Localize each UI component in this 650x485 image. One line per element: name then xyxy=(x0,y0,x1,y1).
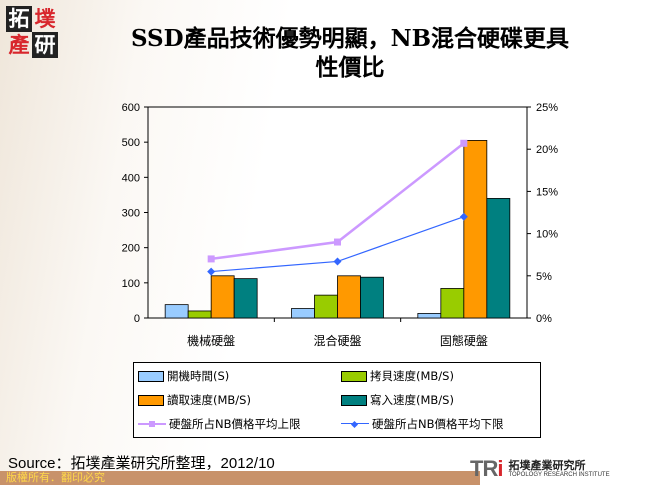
logo-char: 墣 xyxy=(34,7,56,31)
legend-swatch xyxy=(138,394,164,406)
bar xyxy=(164,304,189,319)
source-note: Source：拓墣產業研究所整理，2012/10 xyxy=(8,455,275,472)
legend-swatch xyxy=(341,394,367,406)
line-marker xyxy=(333,257,342,266)
x-category-label: 機械硬盤 xyxy=(187,333,235,348)
brand-en: TOPOLOGY RESEARCH INSTITUTE xyxy=(508,472,610,478)
line-marker xyxy=(459,212,468,221)
x-category-label: 固態硬盤 xyxy=(440,333,488,348)
logo-char: 研 xyxy=(32,32,58,58)
bar xyxy=(187,310,212,319)
bar xyxy=(360,276,384,319)
logo-char: 拓 xyxy=(6,6,32,32)
legend: 開機時間(S) 拷貝速度(MB/S) 讀取速度(MB/S) 寫入速度(MB/S)… xyxy=(133,362,541,438)
copyright: 版權所有．翻印必究 xyxy=(6,471,105,484)
y-left-tick-label: 0 xyxy=(134,313,140,325)
y-right-tick-label: 0% xyxy=(536,313,552,325)
y-left-tick-label: 500 xyxy=(122,137,140,149)
y-left-tick-label: 400 xyxy=(122,172,140,184)
page-title: SSD產品技術優勢明顯，NB混合硬碟更具 性價比 xyxy=(70,24,630,82)
footer-bar: 版權所有．翻印必究 xyxy=(0,471,480,485)
bar xyxy=(463,140,488,319)
y-right-tick-label: 10% xyxy=(536,229,558,241)
bar xyxy=(233,278,258,319)
legend-item: 讀取速度(MB/S) xyxy=(138,390,251,410)
bar xyxy=(440,288,465,319)
bar xyxy=(486,198,511,319)
legend-label: 硬盤所占NB價格平均下限 xyxy=(372,417,504,431)
y-left-tick-label: 100 xyxy=(122,278,140,290)
y-right-tick-label: 5% xyxy=(536,271,552,283)
y-left-tick-label: 300 xyxy=(122,208,140,220)
y-right-tick-label: 25% xyxy=(536,102,558,114)
tri-brand: TRi 拓墣產業研究所 TOPOLOGY RESEARCH INSTITUTE xyxy=(470,456,610,482)
title-line-1: SSD產品技術優勢明顯，NB混合硬碟更具 xyxy=(130,25,570,52)
bar xyxy=(337,275,361,319)
tri-mark: TRi xyxy=(470,456,503,481)
legend-item: 硬盤所占NB價格平均下限 xyxy=(341,414,504,434)
title-line-2: 性價比 xyxy=(315,54,385,81)
legend-label: 拷貝速度(MB/S) xyxy=(370,369,454,383)
x-category-label: 混合硬盤 xyxy=(313,333,361,348)
legend-item: 拷貝速度(MB/S) xyxy=(341,366,454,386)
y-left-tick-label: 200 xyxy=(122,243,140,255)
y-right-tick-label: 15% xyxy=(536,186,558,198)
tri-logo: 拓 墣 產 研 xyxy=(6,6,58,58)
legend-line xyxy=(341,419,369,429)
y-right-tick-label: 20% xyxy=(536,144,558,156)
legend-line xyxy=(138,419,166,429)
legend-swatch xyxy=(138,370,164,382)
line-marker xyxy=(207,255,215,263)
bar xyxy=(210,275,235,319)
bar xyxy=(291,308,315,319)
line-marker xyxy=(207,267,216,276)
legend-item: 硬盤所占NB價格平均上限 xyxy=(138,414,301,434)
bar xyxy=(314,294,338,319)
chart: 0 100 200 300 400 500 600 0% 5% 10% 15% 20% 25% 機械硬盤 混… xyxy=(122,102,559,348)
y-left-tick-label: 600 xyxy=(122,102,140,114)
legend-label: 寫入速度(MB/S) xyxy=(370,393,454,407)
brand-cn: 拓墣產業研究所 xyxy=(508,459,586,472)
legend-item: 開機時間(S) xyxy=(138,366,229,386)
legend-label: 讀取速度(MB/S) xyxy=(167,393,251,407)
legend-item: 寫入速度(MB/S) xyxy=(341,390,454,410)
line-marker xyxy=(460,139,468,147)
logo-char: 產 xyxy=(8,33,30,57)
bar xyxy=(417,313,442,319)
legend-swatch xyxy=(341,370,367,382)
legend-label: 開機時間(S) xyxy=(167,369,230,383)
line-marker xyxy=(334,238,341,246)
legend-label: 硬盤所占NB價格平均上限 xyxy=(169,417,301,431)
